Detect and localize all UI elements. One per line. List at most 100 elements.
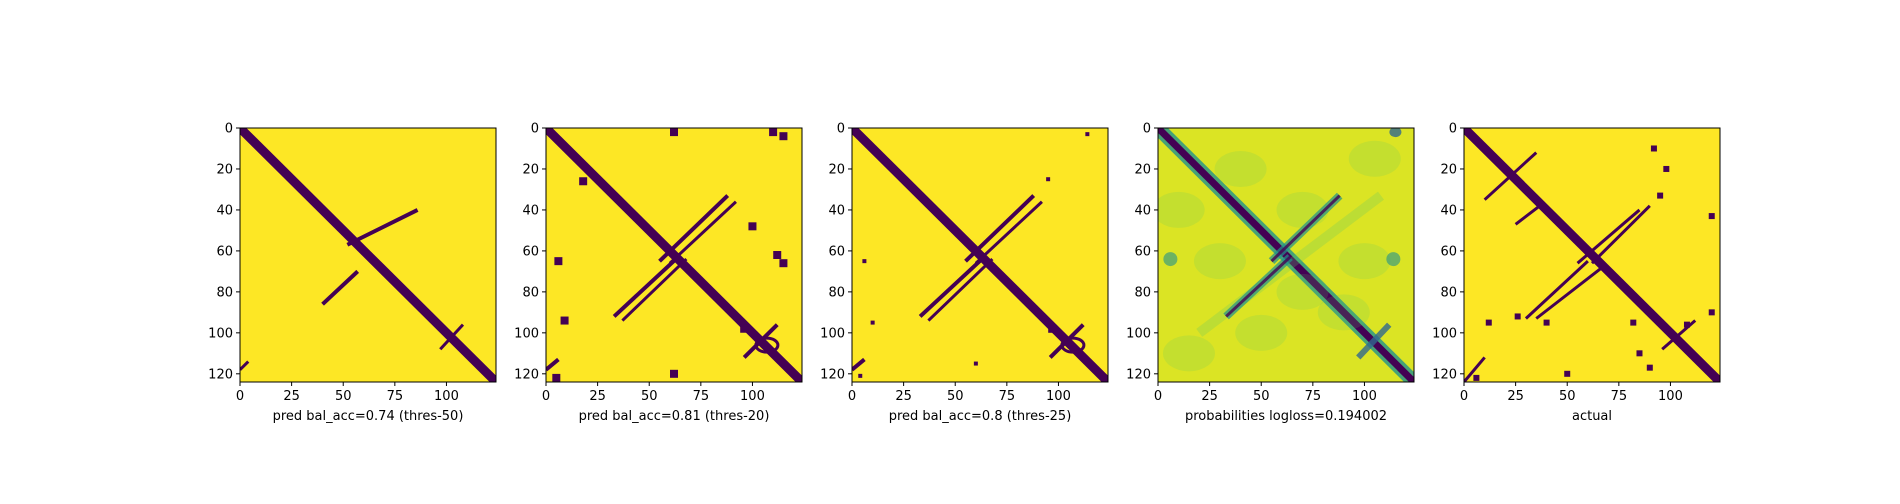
contact-blob <box>1543 319 1550 326</box>
heatmap-panel-3: 0 25 50 75 100 0 20 40 60 80 100 120 pred bal_acc=0.… <box>820 122 1109 424</box>
y-tick-label: 100 <box>1126 326 1151 341</box>
x-axis-label: actual <box>1572 409 1612 424</box>
axes-frame <box>1463 127 1721 383</box>
off-diagonal-core <box>1225 255 1292 318</box>
heatmap-panel-2: 0 25 50 75 100 0 20 40 60 80 100 120 pred bal_acc=0.… <box>514 122 803 424</box>
off-diagonal-streak <box>964 194 1036 263</box>
y-tick-label: 100 <box>1432 326 1457 341</box>
y-tick-label: 120 <box>208 367 233 382</box>
corner-blob <box>240 360 250 371</box>
scatter-blob <box>670 369 678 378</box>
scatter-blob <box>973 361 978 366</box>
off-diagonal-streak <box>1576 208 1641 265</box>
x-tick-label: 75 <box>1305 389 1322 404</box>
x-tick-label: 25 <box>1507 389 1524 404</box>
corner-blob <box>546 357 560 372</box>
off-diagonal-streak <box>1356 322 1392 360</box>
y-tick-label: 40 <box>828 203 845 218</box>
y-tick-label: 100 <box>514 326 539 341</box>
x-tick-label: 100 <box>1352 389 1377 404</box>
x-tick-label: 25 <box>589 389 606 404</box>
y-tick-label: 40 <box>522 203 539 218</box>
scatter-blob <box>779 259 788 268</box>
y-tick-label: 80 <box>216 285 233 300</box>
probability-patch <box>1348 140 1401 177</box>
scatter-blob <box>1085 132 1090 137</box>
heatmap-image <box>546 128 802 382</box>
contact-blob <box>1473 374 1480 381</box>
off-diagonal-streak <box>668 200 737 265</box>
y-tick-label: 40 <box>1440 203 1457 218</box>
y-tick-label: 20 <box>522 162 539 177</box>
x-axis-label: pred bal_acc=0.81 (thres-20) <box>579 409 770 424</box>
contact-blob <box>1663 165 1670 172</box>
y-tick-label: 20 <box>216 162 233 177</box>
contact-blob <box>1646 364 1653 371</box>
y-tick-label: 80 <box>1134 285 1151 300</box>
y-tick-label: 0 <box>1143 122 1151 137</box>
off-diagonal-streak <box>742 323 779 359</box>
off-diagonal-streak <box>346 208 419 247</box>
off-diagonal-streak <box>1590 204 1651 265</box>
x-axis-label: probabilities logloss=0.194002 <box>1185 409 1387 424</box>
axes-frame <box>545 127 803 383</box>
y-tick-label: 20 <box>1134 162 1151 177</box>
off-diagonal-streak <box>1464 356 1486 382</box>
x-tick-label: 0 <box>1154 389 1162 404</box>
contact-blob <box>1708 309 1715 316</box>
heatmap-panel-1: 0 25 50 75 100 0 20 40 60 80 100 120 pred bal_acc=0.… <box>208 122 497 424</box>
x-tick-label: 0 <box>236 389 244 404</box>
contact-blob <box>1636 350 1643 357</box>
off-diagonal-streak <box>621 258 688 322</box>
scatter-blob <box>769 128 778 137</box>
probability-spot <box>1163 252 1178 267</box>
probability-patch <box>1317 294 1370 331</box>
x-tick-label: 25 <box>895 389 912 404</box>
probability-spot <box>1389 128 1402 138</box>
x-tick-label: 0 <box>1460 389 1468 404</box>
x-tick-label: 50 <box>1559 389 1576 404</box>
y-tick-label: 0 <box>531 122 539 137</box>
y-tick-label: 40 <box>1134 203 1151 218</box>
y-tick-label: 60 <box>216 244 233 259</box>
y-tick-label: 100 <box>208 326 233 341</box>
off-diagonal-streak <box>1483 151 1538 201</box>
x-axis-label: pred bal_acc=0.8 (thres-25) <box>889 409 1072 424</box>
off-diagonal-streak <box>927 258 994 322</box>
x-tick-label: 75 <box>387 389 404 404</box>
y-tick-label: 40 <box>216 203 233 218</box>
probability-patch <box>1193 243 1246 280</box>
contact-blob <box>1564 370 1571 377</box>
x-tick-label: 75 <box>1611 389 1628 404</box>
axes-frame <box>239 127 497 383</box>
y-tick-label: 0 <box>1449 122 1457 137</box>
y-tick-label: 60 <box>1440 244 1457 259</box>
probability-patch <box>1158 191 1205 228</box>
x-tick-label: 100 <box>740 389 765 404</box>
scatter-blob <box>748 222 757 231</box>
y-tick-label: 80 <box>828 285 845 300</box>
scatter-blob <box>779 132 788 141</box>
off-diagonal-streak <box>918 255 986 318</box>
off-diagonal-streak <box>658 194 730 263</box>
contact-blob <box>1708 213 1715 220</box>
heatmap-image <box>1464 128 1720 382</box>
heatmap-image <box>1158 128 1414 382</box>
corner-blob <box>852 357 866 372</box>
probability-spot <box>1386 252 1401 267</box>
x-tick-label: 100 <box>1658 389 1683 404</box>
scatter-blob <box>560 316 569 325</box>
probability-patch <box>1276 273 1329 310</box>
x-tick-label: 50 <box>335 389 352 404</box>
x-axis-label: pred bal_acc=0.74 (thres-50) <box>273 409 464 424</box>
off-diagonal-core <box>1270 194 1341 263</box>
off-diagonal-streak <box>1535 266 1604 320</box>
y-tick-label: 120 <box>820 367 845 382</box>
probability-patch <box>1235 314 1288 351</box>
x-tick-label: 25 <box>283 389 300 404</box>
scatter-blob <box>862 259 867 264</box>
y-tick-label: 100 <box>820 326 845 341</box>
probability-patch <box>1214 150 1267 187</box>
x-tick-label: 0 <box>542 389 550 404</box>
